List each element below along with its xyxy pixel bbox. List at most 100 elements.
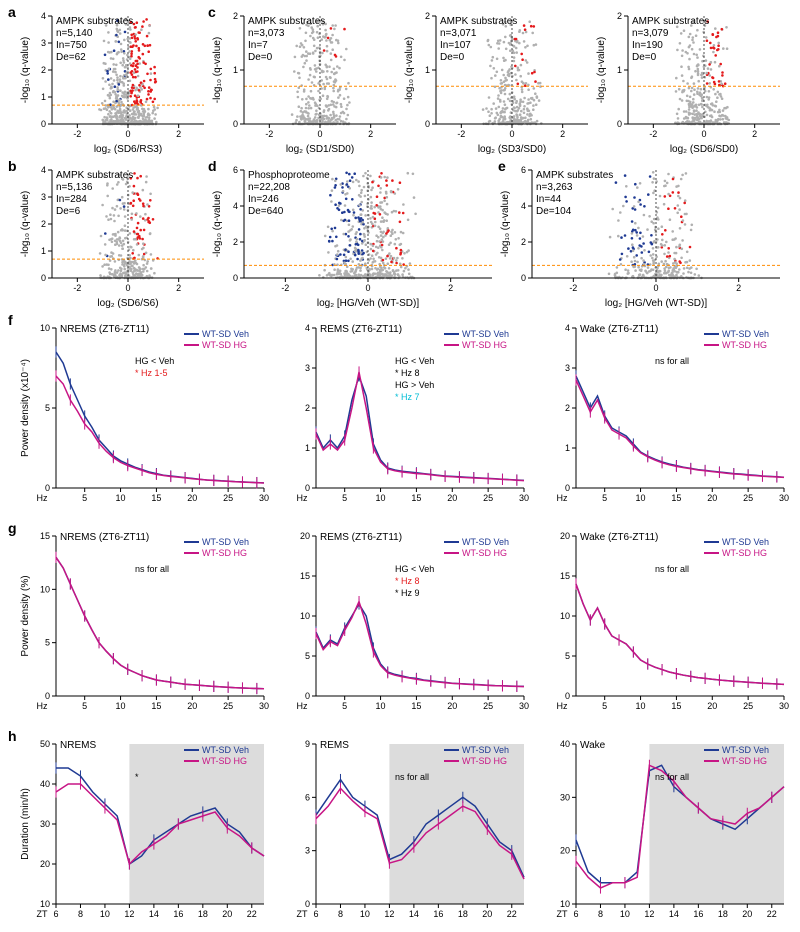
volcano-b: -20201234log₂ (SD6/S6)-log₁₀ (q-value)AM…: [18, 160, 210, 310]
svg-text:Hz: Hz: [297, 493, 308, 503]
svg-text:0: 0: [565, 483, 570, 493]
svg-text:WT-SD HG: WT-SD HG: [202, 548, 247, 558]
svg-text:In=246: In=246: [248, 194, 279, 205]
row-f: 510152025300510HzPower density (x10⁻⁴)NR…: [18, 316, 790, 516]
svg-text:ns for all: ns for all: [655, 564, 689, 574]
svg-text:ZT: ZT: [297, 909, 308, 919]
svg-text:0: 0: [45, 691, 50, 701]
svg-text:Power density (%): Power density (%): [20, 575, 31, 656]
svg-text:10: 10: [40, 584, 50, 594]
svg-text:18: 18: [458, 909, 468, 919]
volcano-svg: -202012log₂ (SD6/SD0)-log₁₀ (q-value)AMP…: [594, 6, 786, 156]
svg-text:25: 25: [743, 701, 753, 711]
svg-text:40: 40: [40, 779, 50, 789]
svg-text:Power density (x10⁻⁴): Power density (x10⁻⁴): [20, 359, 31, 457]
svg-text:WT-SD Veh: WT-SD Veh: [202, 537, 249, 547]
svg-text:5: 5: [602, 701, 607, 711]
svg-text:10: 10: [300, 611, 310, 621]
svg-text:-log₁₀ (q-value): -log₁₀ (q-value): [596, 37, 607, 103]
svg-text:WT-SD HG: WT-SD HG: [462, 548, 507, 558]
svg-text:Hz: Hz: [297, 701, 308, 711]
svg-text:2: 2: [560, 129, 565, 139]
svg-text:10: 10: [636, 701, 646, 711]
svg-text:30: 30: [40, 819, 50, 829]
svg-text:-log₁₀ (q-value): -log₁₀ (q-value): [212, 37, 223, 103]
svg-text:1: 1: [41, 246, 46, 256]
svg-text:4: 4: [41, 165, 46, 175]
svg-text:6: 6: [53, 909, 58, 919]
svg-text:n=3,079: n=3,079: [632, 28, 669, 39]
svg-text:3: 3: [305, 363, 310, 373]
volcano-c2: -202012log₂ (SD3/SD0)-log₁₀ (q-value)AMP…: [402, 6, 594, 156]
svg-text:3: 3: [305, 846, 310, 856]
svg-text:n=22,208: n=22,208: [248, 182, 290, 193]
svg-text:16: 16: [433, 909, 443, 919]
svg-text:15: 15: [411, 701, 421, 711]
svg-text:20: 20: [707, 493, 717, 503]
svg-text:ZT: ZT: [557, 909, 568, 919]
line-svg: 68101214161820221020304050ZTDuration (mi…: [18, 732, 270, 932]
svg-text:HG < Veh: HG < Veh: [395, 356, 434, 366]
svg-text:WT-SD Veh: WT-SD Veh: [202, 745, 249, 755]
svg-text:2: 2: [41, 219, 46, 229]
svg-text:25: 25: [743, 493, 753, 503]
svg-text:-2: -2: [649, 129, 657, 139]
svg-text:25: 25: [223, 701, 233, 711]
svg-text:50: 50: [40, 739, 50, 749]
svg-text:In=107: In=107: [440, 40, 471, 51]
svg-text:14: 14: [669, 909, 679, 919]
svg-text:30: 30: [779, 493, 789, 503]
volcano-svg: -202012log₂ (SD1/SD0)-log₁₀ (q-value)AMP…: [210, 6, 402, 156]
svg-text:20: 20: [187, 493, 197, 503]
svg-text:4: 4: [41, 11, 46, 21]
svg-text:20: 20: [560, 846, 570, 856]
svg-text:NREMS (ZT6-ZT11): NREMS (ZT6-ZT11): [60, 324, 149, 335]
svg-text:REMS (ZT6-ZT11): REMS (ZT6-ZT11): [320, 532, 402, 543]
row2: -20201234log₂ (SD6/S6)-log₁₀ (q-value)AM…: [18, 160, 786, 310]
svg-text:3: 3: [41, 192, 46, 202]
svg-text:20: 20: [447, 493, 457, 503]
svg-text:WT-SD Veh: WT-SD Veh: [202, 329, 249, 339]
svg-text:4: 4: [565, 323, 570, 333]
svg-text:25: 25: [483, 493, 493, 503]
svg-text:2: 2: [617, 11, 622, 21]
svg-text:2: 2: [233, 11, 238, 21]
svg-text:5: 5: [602, 493, 607, 503]
svg-text:8: 8: [338, 909, 343, 919]
svg-text:0: 0: [233, 273, 238, 283]
svg-text:8: 8: [598, 909, 603, 919]
svg-text:-2: -2: [265, 129, 273, 139]
svg-text:ns for all: ns for all: [135, 564, 169, 574]
svg-text:20: 20: [300, 531, 310, 541]
volcano-svg: -20201234log₂ (SD6/S6)-log₁₀ (q-value)AM…: [18, 160, 210, 310]
svg-text:REMS (ZT6-ZT11): REMS (ZT6-ZT11): [320, 324, 402, 335]
svg-text:De=6: De=6: [56, 206, 81, 217]
volcano-svg: -2020246log₂ [HG/Veh (WT-SD)]-log₁₀ (q-v…: [498, 160, 786, 310]
label-h: h: [8, 728, 17, 744]
svg-text:10: 10: [40, 323, 50, 333]
svg-text:REMS: REMS: [320, 740, 349, 751]
svg-text:5: 5: [45, 403, 50, 413]
svg-text:2: 2: [176, 283, 181, 293]
svg-text:0: 0: [617, 119, 622, 129]
svg-text:30: 30: [519, 701, 529, 711]
svg-text:4: 4: [233, 201, 238, 211]
svg-text:0: 0: [509, 129, 514, 139]
svg-text:* Hz 7: * Hz 7: [395, 392, 420, 402]
svg-text:1: 1: [565, 443, 570, 453]
svg-text:1: 1: [233, 65, 238, 75]
line-svg: 5101520253005101520HzWake (ZT6-ZT11)WT-S…: [538, 524, 790, 724]
line-svg: 510152025300510HzPower density (x10⁻⁴)NR…: [18, 316, 270, 516]
svg-text:De=104: De=104: [536, 206, 572, 217]
svg-text:log₂ (SD3/SD0): log₂ (SD3/SD0): [478, 144, 546, 155]
svg-text:30: 30: [259, 493, 269, 503]
svg-text:In=750: In=750: [56, 40, 87, 51]
svg-text:Hz: Hz: [557, 701, 568, 711]
svg-text:WT-SD Veh: WT-SD Veh: [722, 537, 769, 547]
svg-text:0: 0: [365, 283, 370, 293]
svg-text:n=3,263: n=3,263: [536, 182, 573, 193]
svg-text:15: 15: [151, 701, 161, 711]
svg-text:5: 5: [82, 493, 87, 503]
svg-text:3: 3: [41, 38, 46, 48]
svg-text:0: 0: [653, 283, 658, 293]
